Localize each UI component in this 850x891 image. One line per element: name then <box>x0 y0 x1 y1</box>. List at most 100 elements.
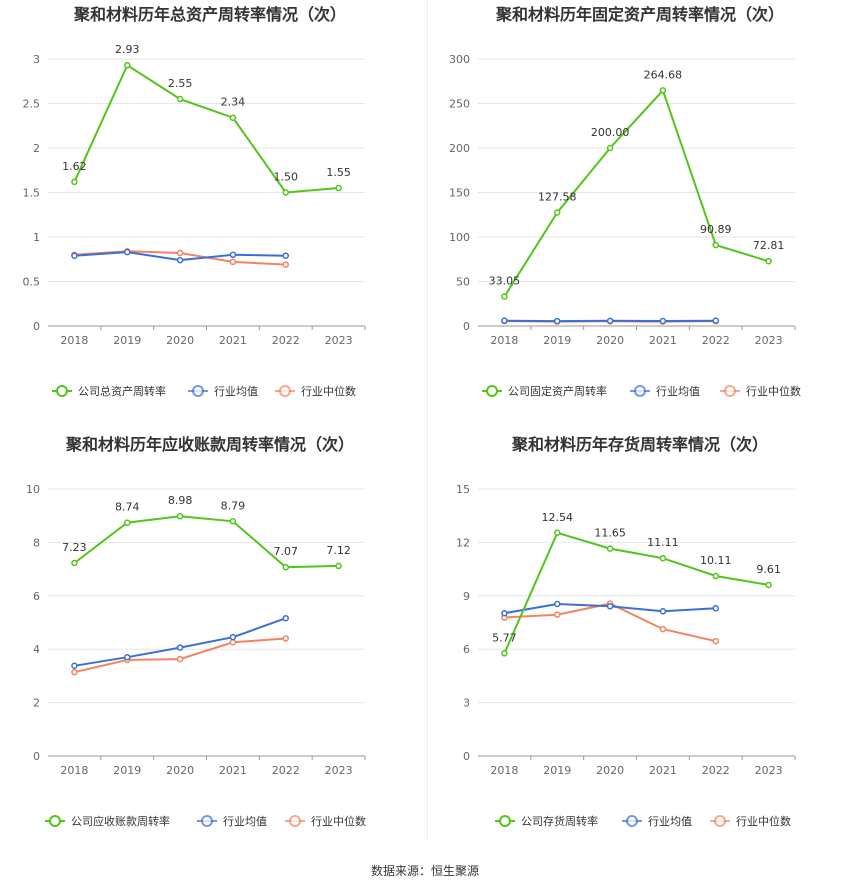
data-point <box>712 637 719 645</box>
data-point <box>71 252 78 259</box>
data-point <box>554 317 561 325</box>
x-tick-label: 2021 <box>219 334 247 347</box>
legend-label: 行业中位数 <box>736 814 791 828</box>
y-tick-label: 3 <box>463 697 470 710</box>
data-point <box>606 317 614 325</box>
x-tick-label: 2023 <box>755 334 783 347</box>
x-tick-label: 2022 <box>702 334 730 347</box>
series-line <box>503 88 769 298</box>
data-point <box>659 625 667 633</box>
data-point <box>659 317 667 325</box>
data-point <box>71 559 78 567</box>
y-tick-label: 200 <box>449 142 470 155</box>
data-point <box>659 554 667 562</box>
y-tick-label: 300 <box>449 53 470 66</box>
y-tick-label: 8 <box>33 536 40 549</box>
x-tick-label: 2023 <box>755 764 783 777</box>
data-label: 7.23 <box>62 541 87 554</box>
data-point <box>606 545 614 552</box>
y-tick-label: 250 <box>449 98 470 111</box>
y-tick-label: 2.5 <box>23 98 41 111</box>
data-point <box>176 512 184 520</box>
series-line <box>503 531 769 654</box>
legend-label: 行业均值 <box>648 815 692 828</box>
legend-label: 行业中位数 <box>746 384 801 398</box>
legend-swatch-marker <box>714 815 726 827</box>
data-point <box>176 644 184 651</box>
data-label: 1.50 <box>274 171 299 184</box>
x-tick-label: 2019 <box>113 764 141 777</box>
x-tick-label: 2022 <box>272 334 300 347</box>
data-point <box>124 248 131 256</box>
data-label: 2.34 <box>221 96 246 109</box>
data-point <box>765 257 772 265</box>
y-tick-label: 150 <box>449 187 470 200</box>
data-point <box>282 252 289 259</box>
data-point <box>282 189 289 196</box>
data-label: 90.89 <box>700 223 732 236</box>
x-tick-label: 2018 <box>490 334 518 347</box>
x-tick-label: 2018 <box>60 334 88 347</box>
data-label: 2.55 <box>168 77 193 90</box>
data-label: 5.77 <box>492 631 517 644</box>
x-tick-label: 2020 <box>166 334 194 347</box>
y-tick-label: 1.5 <box>23 187 41 200</box>
legend-label: 行业中位数 <box>301 384 356 398</box>
x-tick-label: 2020 <box>596 764 624 777</box>
y-tick-label: 9 <box>463 590 470 603</box>
data-point <box>554 209 561 216</box>
chart-fixed-asset-turnover: 聚和材料历年固定资产周转率情况（次） 0 50 100 150 200 250 300 2018… <box>430 0 850 425</box>
data-point <box>712 605 719 612</box>
data-point <box>176 256 184 264</box>
y-tick-label: 15 <box>456 483 470 496</box>
x-tick-label: 2019 <box>543 334 571 347</box>
x-tick-label: 2022 <box>272 764 300 777</box>
legend-swatch-marker <box>192 385 204 397</box>
data-point <box>229 114 237 121</box>
data-point <box>712 572 719 580</box>
y-tick-label: 0 <box>33 320 40 333</box>
panel-divider <box>427 0 428 840</box>
chart-inventory-turnover: 聚和材料历年存货周转率情况（次） 0 3 6 9 12 15 2018 2019 2020 2021… <box>430 430 850 855</box>
chart-title: 聚和材料历年固定资产周转率情况（次） <box>495 5 784 24</box>
data-label: 33.05 <box>489 275 521 288</box>
legend-label: 行业均值 <box>214 385 258 398</box>
legend-label: 行业中位数 <box>311 814 366 828</box>
x-tick-label: 2023 <box>325 764 353 777</box>
data-point <box>501 650 508 657</box>
x-tick-label: 2018 <box>60 764 88 777</box>
data-label: 10.11 <box>700 554 732 567</box>
y-tick-label: 2 <box>33 697 40 710</box>
data-point <box>501 293 508 300</box>
legend-label: 公司应收账款周转率 <box>71 814 170 828</box>
legend-label: 公司存货周转率 <box>521 814 598 828</box>
source-label: 数据来源：恒生聚源 <box>370 864 479 878</box>
data-label: 7.07 <box>274 545 299 558</box>
y-tick-label: 0 <box>463 750 470 763</box>
chart-1-svg: 聚和材料历年固定资产周转率情况（次） 0 50 100 150 200 250 300 2018… <box>449 5 801 398</box>
y-tick-label: 6 <box>33 590 40 603</box>
legend-swatch-marker <box>486 385 498 397</box>
data-label: 11.65 <box>594 527 626 540</box>
data-label: 127.58 <box>538 190 577 203</box>
data-point <box>124 653 131 661</box>
y-tick-label: 0 <box>463 320 470 333</box>
data-point <box>229 639 237 646</box>
data-point <box>282 614 289 622</box>
legend-label: 公司固定资产周转率 <box>508 384 607 398</box>
data-point <box>501 609 508 617</box>
legend-label: 行业均值 <box>223 815 267 828</box>
y-tick-label: 100 <box>449 231 470 244</box>
data-label: 8.98 <box>168 494 193 507</box>
data-point <box>659 608 667 615</box>
chart-total-asset-turnover: 聚和材料历年总资产周转率情况（次） 0 0.5 1 1.5 2 2.5 3 2018 2019 20… <box>0 0 420 425</box>
data-label: 264.68 <box>644 68 683 81</box>
data-point <box>229 251 237 259</box>
legend-swatch-marker <box>724 385 736 397</box>
data-point <box>554 529 561 537</box>
chart-3-svg: 聚和材料历年存货周转率情况（次） 0 3 6 9 12 15 2018 2019 2020 2021… <box>456 435 796 828</box>
data-point <box>229 518 237 525</box>
x-tick-label: 2022 <box>702 764 730 777</box>
data-point <box>229 258 237 266</box>
data-point <box>554 611 561 618</box>
